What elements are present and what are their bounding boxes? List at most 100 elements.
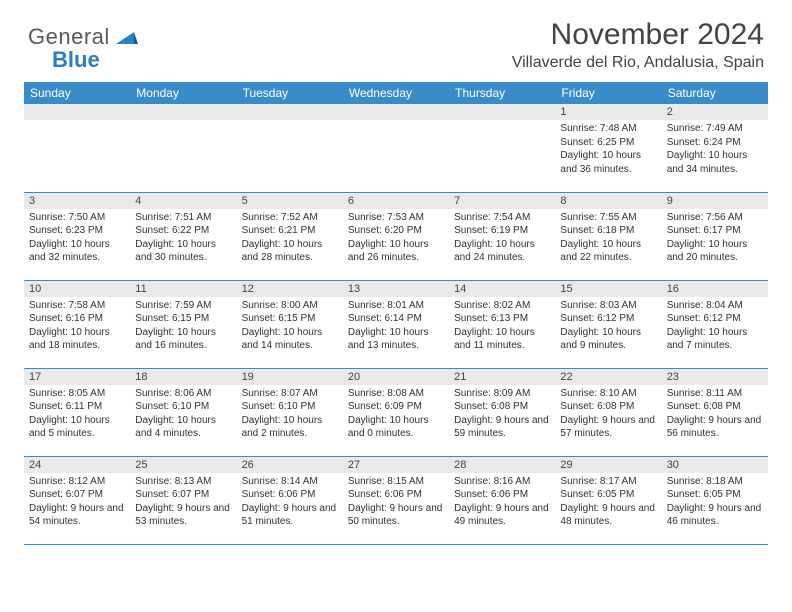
day-content: Sunrise: 8:08 AMSunset: 6:09 PMDaylight:… bbox=[343, 385, 449, 444]
day-line: Sunrise: 8:09 AM bbox=[454, 387, 550, 401]
day-line: Sunset: 6:15 PM bbox=[242, 312, 338, 326]
calendar-cell: 28Sunrise: 8:16 AMSunset: 6:06 PMDayligh… bbox=[449, 456, 555, 544]
day-header-row: Sunday Monday Tuesday Wednesday Thursday… bbox=[24, 82, 768, 104]
calendar-cell: 17Sunrise: 8:05 AMSunset: 6:11 PMDayligh… bbox=[24, 368, 130, 456]
day-content: Sunrise: 7:59 AMSunset: 6:15 PMDaylight:… bbox=[130, 297, 236, 356]
day-number: 4 bbox=[130, 193, 236, 209]
day-line: Sunset: 6:10 PM bbox=[135, 400, 231, 414]
day-content: Sunrise: 7:52 AMSunset: 6:21 PMDaylight:… bbox=[237, 209, 343, 268]
calendar-table: Sunday Monday Tuesday Wednesday Thursday… bbox=[24, 82, 768, 544]
location-text: Villaverde del Rio, Andalusia, Spain bbox=[512, 54, 764, 72]
day-number: 24 bbox=[24, 457, 130, 473]
month-title: November 2024 bbox=[512, 18, 764, 52]
day-line: Daylight: 10 hours and 14 minutes. bbox=[242, 326, 338, 353]
day-line: Sunset: 6:21 PM bbox=[242, 224, 338, 238]
day-number: 2 bbox=[662, 104, 768, 120]
day-line: Sunrise: 8:10 AM bbox=[560, 387, 656, 401]
day-line: Sunset: 6:07 PM bbox=[29, 488, 125, 502]
day-content bbox=[237, 120, 343, 125]
day-line: Sunrise: 7:52 AM bbox=[242, 211, 338, 225]
header: General Blue November 2024 Villaverde de… bbox=[0, 0, 792, 78]
logo: General Blue bbox=[28, 26, 138, 71]
day-line: Sunrise: 8:11 AM bbox=[667, 387, 763, 401]
day-line: Sunset: 6:23 PM bbox=[29, 224, 125, 238]
day-number: 13 bbox=[343, 281, 449, 297]
day-line: Sunrise: 7:59 AM bbox=[135, 299, 231, 313]
day-line: Daylight: 10 hours and 13 minutes. bbox=[348, 326, 444, 353]
day-line: Sunset: 6:14 PM bbox=[348, 312, 444, 326]
logo-text-blue: Blue bbox=[52, 49, 100, 71]
day-number bbox=[343, 104, 449, 120]
day-line: Daylight: 10 hours and 0 minutes. bbox=[348, 414, 444, 441]
day-header: Saturday bbox=[662, 82, 768, 104]
calendar-cell: 3Sunrise: 7:50 AMSunset: 6:23 PMDaylight… bbox=[24, 192, 130, 280]
calendar-cell: 6Sunrise: 7:53 AMSunset: 6:20 PMDaylight… bbox=[343, 192, 449, 280]
day-number: 16 bbox=[662, 281, 768, 297]
day-number: 26 bbox=[237, 457, 343, 473]
day-line: Sunrise: 8:14 AM bbox=[242, 475, 338, 489]
day-line: Sunset: 6:08 PM bbox=[560, 400, 656, 414]
day-content: Sunrise: 7:49 AMSunset: 6:24 PMDaylight:… bbox=[662, 120, 768, 179]
day-line: Sunset: 6:05 PM bbox=[667, 488, 763, 502]
day-header: Wednesday bbox=[343, 82, 449, 104]
day-line: Sunrise: 7:53 AM bbox=[348, 211, 444, 225]
day-line: Daylight: 10 hours and 4 minutes. bbox=[135, 414, 231, 441]
day-line: Sunset: 6:16 PM bbox=[29, 312, 125, 326]
day-content: Sunrise: 7:54 AMSunset: 6:19 PMDaylight:… bbox=[449, 209, 555, 268]
day-line: Daylight: 10 hours and 18 minutes. bbox=[29, 326, 125, 353]
day-number: 22 bbox=[555, 369, 661, 385]
day-content: Sunrise: 8:16 AMSunset: 6:06 PMDaylight:… bbox=[449, 473, 555, 532]
day-line: Sunrise: 8:17 AM bbox=[560, 475, 656, 489]
day-line: Daylight: 10 hours and 32 minutes. bbox=[29, 238, 125, 265]
day-number bbox=[130, 104, 236, 120]
calendar-cell bbox=[237, 104, 343, 192]
day-content: Sunrise: 8:11 AMSunset: 6:08 PMDaylight:… bbox=[662, 385, 768, 444]
day-line: Sunrise: 8:05 AM bbox=[29, 387, 125, 401]
day-line: Sunrise: 7:49 AM bbox=[667, 122, 763, 136]
day-content: Sunrise: 7:56 AMSunset: 6:17 PMDaylight:… bbox=[662, 209, 768, 268]
day-number: 25 bbox=[130, 457, 236, 473]
day-line: Daylight: 9 hours and 54 minutes. bbox=[29, 502, 125, 529]
day-line: Sunset: 6:24 PM bbox=[667, 136, 763, 150]
calendar-cell: 2Sunrise: 7:49 AMSunset: 6:24 PMDaylight… bbox=[662, 104, 768, 192]
day-content: Sunrise: 8:15 AMSunset: 6:06 PMDaylight:… bbox=[343, 473, 449, 532]
day-line: Daylight: 9 hours and 46 minutes. bbox=[667, 502, 763, 529]
calendar-cell: 15Sunrise: 8:03 AMSunset: 6:12 PMDayligh… bbox=[555, 280, 661, 368]
day-number: 6 bbox=[343, 193, 449, 209]
day-line: Daylight: 9 hours and 48 minutes. bbox=[560, 502, 656, 529]
title-block: November 2024 Villaverde del Rio, Andalu… bbox=[512, 18, 764, 72]
calendar-cell: 20Sunrise: 8:08 AMSunset: 6:09 PMDayligh… bbox=[343, 368, 449, 456]
day-content bbox=[24, 120, 130, 125]
calendar-cell: 29Sunrise: 8:17 AMSunset: 6:05 PMDayligh… bbox=[555, 456, 661, 544]
calendar-body: 1Sunrise: 7:48 AMSunset: 6:25 PMDaylight… bbox=[24, 104, 768, 544]
calendar-cell: 8Sunrise: 7:55 AMSunset: 6:18 PMDaylight… bbox=[555, 192, 661, 280]
day-line: Daylight: 10 hours and 30 minutes. bbox=[135, 238, 231, 265]
calendar-cell: 11Sunrise: 7:59 AMSunset: 6:15 PMDayligh… bbox=[130, 280, 236, 368]
day-number: 15 bbox=[555, 281, 661, 297]
day-line: Sunrise: 8:13 AM bbox=[135, 475, 231, 489]
calendar-cell: 21Sunrise: 8:09 AMSunset: 6:08 PMDayligh… bbox=[449, 368, 555, 456]
day-line: Daylight: 10 hours and 36 minutes. bbox=[560, 149, 656, 176]
calendar-cell: 27Sunrise: 8:15 AMSunset: 6:06 PMDayligh… bbox=[343, 456, 449, 544]
day-number bbox=[449, 104, 555, 120]
calendar-cell: 9Sunrise: 7:56 AMSunset: 6:17 PMDaylight… bbox=[662, 192, 768, 280]
day-line: Daylight: 9 hours and 49 minutes. bbox=[454, 502, 550, 529]
logo-triangle-icon bbox=[116, 30, 138, 49]
day-header: Tuesday bbox=[237, 82, 343, 104]
calendar-cell bbox=[130, 104, 236, 192]
day-line: Sunset: 6:12 PM bbox=[667, 312, 763, 326]
day-line: Sunset: 6:18 PM bbox=[560, 224, 656, 238]
day-number: 8 bbox=[555, 193, 661, 209]
day-number: 7 bbox=[449, 193, 555, 209]
day-line: Sunset: 6:07 PM bbox=[135, 488, 231, 502]
calendar-cell: 12Sunrise: 8:00 AMSunset: 6:15 PMDayligh… bbox=[237, 280, 343, 368]
day-number: 19 bbox=[237, 369, 343, 385]
day-number: 1 bbox=[555, 104, 661, 120]
day-line: Daylight: 10 hours and 7 minutes. bbox=[667, 326, 763, 353]
calendar-cell: 13Sunrise: 8:01 AMSunset: 6:14 PMDayligh… bbox=[343, 280, 449, 368]
day-content: Sunrise: 7:48 AMSunset: 6:25 PMDaylight:… bbox=[555, 120, 661, 179]
day-line: Sunset: 6:19 PM bbox=[454, 224, 550, 238]
day-line: Sunrise: 8:18 AM bbox=[667, 475, 763, 489]
day-line: Sunset: 6:17 PM bbox=[667, 224, 763, 238]
day-line: Sunrise: 7:56 AM bbox=[667, 211, 763, 225]
